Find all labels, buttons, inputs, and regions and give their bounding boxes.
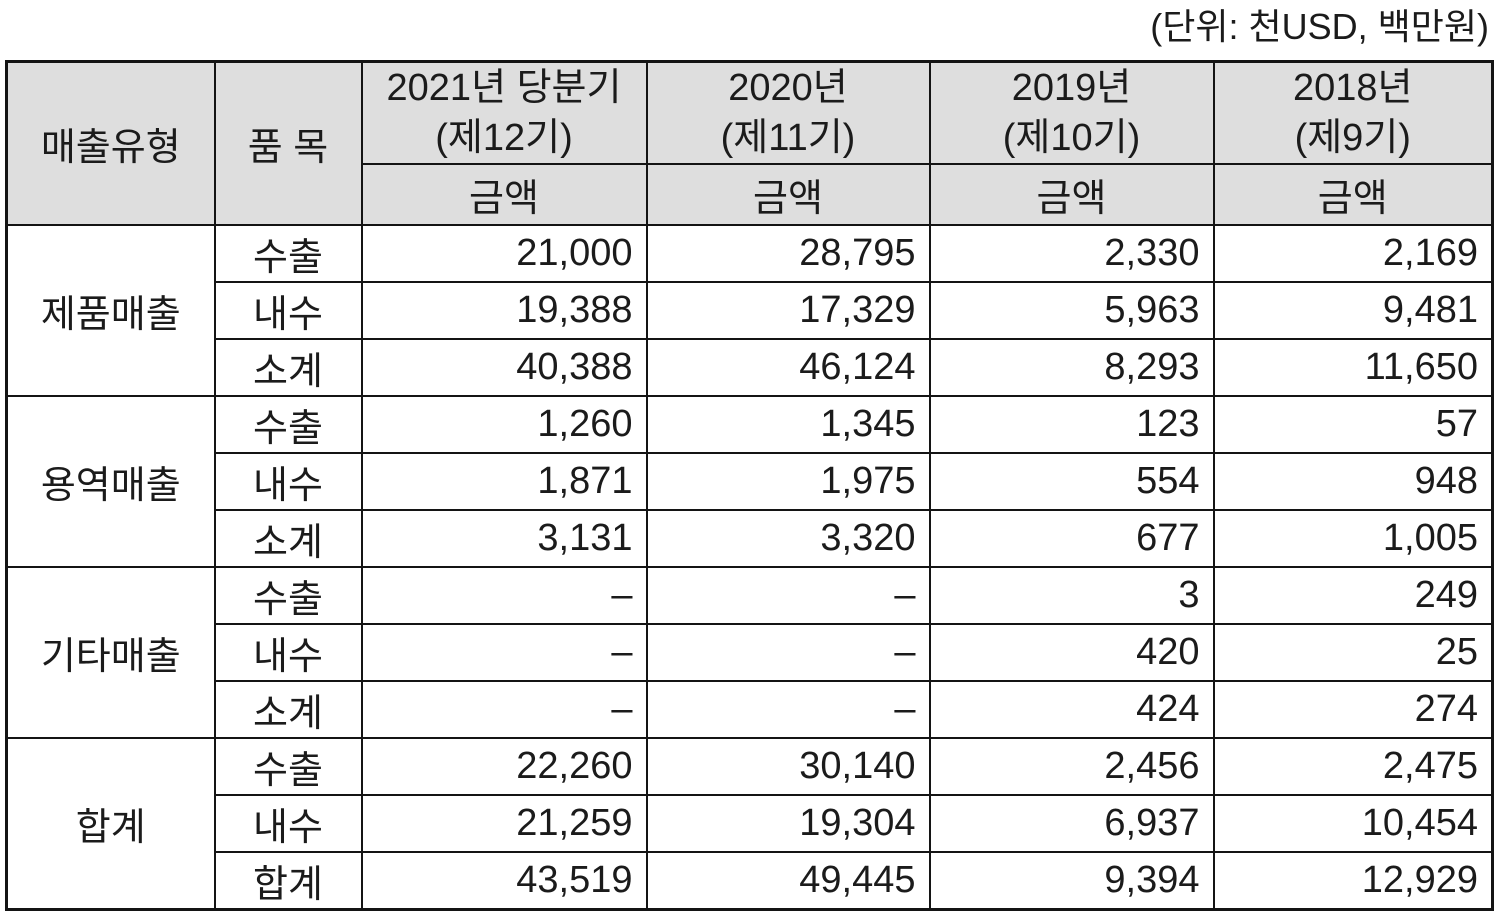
value-cell: – — [645, 623, 931, 683]
table-row: 내수 19,388 17,329 5,963 9,481 — [7, 281, 1494, 341]
value-cell: 2,330 — [928, 224, 1215, 284]
section-label-product-sales: 제품매출 — [5, 224, 216, 398]
value-cell: 10,454 — [1212, 794, 1494, 854]
item-cell: 소계 — [213, 338, 363, 398]
item-cell: 내수 — [213, 452, 363, 512]
value-cell: 19,304 — [645, 794, 931, 854]
value-cell: 21,000 — [360, 224, 648, 284]
table-row: 내수 1,871 1,975 554 948 — [7, 452, 1494, 512]
value-cell: – — [645, 566, 931, 626]
value-cell: 46,124 — [645, 338, 931, 398]
period-subtitle: (제10기) — [1002, 116, 1141, 159]
item-cell: 내수 — [213, 794, 363, 854]
value-cell: 2,169 — [1212, 224, 1494, 284]
table-body: 제품매출 수출 21,000 28,795 2,330 2,169 내수 19,… — [5, 224, 1494, 911]
header-amount-2021: 금액 — [360, 163, 648, 227]
value-cell: 25 — [1212, 623, 1494, 683]
value-cell: 17,329 — [645, 281, 931, 341]
section-label-other-sales: 기타매출 — [5, 566, 216, 740]
section-label-total: 합계 — [5, 737, 216, 911]
value-cell: 6,937 — [928, 794, 1215, 854]
period-subtitle: (제9기) — [1294, 116, 1411, 159]
value-cell: 11,650 — [1212, 338, 1494, 398]
header-amount-2019: 금액 — [928, 163, 1215, 227]
value-cell: 8,293 — [928, 338, 1215, 398]
value-cell: 19,388 — [360, 281, 648, 341]
table-row: 내수 21,259 19,304 6,937 10,454 — [7, 794, 1494, 854]
table-row: 합계 수출 22,260 30,140 2,456 2,475 — [5, 737, 1494, 911]
value-cell: 21,259 — [360, 794, 648, 854]
value-cell: 2,456 — [928, 737, 1215, 797]
period-title: 2018년 — [1293, 66, 1413, 109]
value-cell: 40,388 — [360, 338, 648, 398]
table-row: 합계 43,519 49,445 9,394 12,929 — [7, 851, 1494, 911]
header-period-2020: 2020년 (제11기) — [645, 60, 931, 166]
value-cell: 420 — [928, 623, 1215, 683]
value-cell: 554 — [928, 452, 1215, 512]
table-row: 용역매출 수출 1,260 1,345 123 57 — [5, 395, 1494, 569]
value-cell: 1,005 — [1212, 509, 1494, 569]
item-cell: 수출 — [213, 566, 363, 626]
revenue-breakdown-table: 매출유형 품 목 2021년 당분기 (제12기) 2020년 (제11기) 2… — [5, 59, 1494, 912]
value-cell: 3,131 — [360, 509, 648, 569]
table-header: 매출유형 품 목 2021년 당분기 (제12기) 2020년 (제11기) 2… — [5, 60, 1494, 227]
period-title: 2020년 — [728, 66, 848, 109]
value-cell: 49,445 — [645, 851, 931, 911]
header-sales-type: 매출유형 — [5, 60, 216, 227]
unit-note: (단위: 천USD, 백만원) — [1150, 6, 1489, 47]
value-cell: 1,345 — [645, 395, 931, 455]
value-cell: 948 — [1212, 452, 1494, 512]
value-cell: – — [360, 566, 648, 626]
item-cell: 수출 — [213, 224, 363, 284]
item-cell: 내수 — [213, 281, 363, 341]
period-subtitle: (제12기) — [435, 116, 573, 159]
value-cell: 123 — [928, 395, 1215, 455]
value-cell: 274 — [1212, 680, 1494, 740]
header-period-2019: 2019년 (제10기) — [928, 60, 1215, 166]
value-cell: – — [645, 680, 931, 740]
item-cell: 수출 — [213, 395, 363, 455]
period-subtitle: (제11기) — [720, 116, 856, 159]
table-row: 소계 40,388 46,124 8,293 11,650 — [7, 338, 1494, 398]
item-cell: 내수 — [213, 623, 363, 683]
period-title: 2019년 — [1011, 66, 1132, 109]
value-cell: 5,963 — [928, 281, 1215, 341]
value-cell: 12,929 — [1212, 851, 1494, 911]
value-cell: 1,260 — [360, 395, 648, 455]
value-cell: 1,871 — [360, 452, 648, 512]
section-label-service-sales: 용역매출 — [5, 395, 216, 569]
value-cell: 3 — [928, 566, 1215, 626]
value-cell: 249 — [1212, 566, 1494, 626]
item-cell: 소계 — [213, 509, 363, 569]
header-period-2018: 2018년 (제9기) — [1212, 60, 1494, 166]
value-cell: 57 — [1212, 395, 1494, 455]
item-cell: 소계 — [213, 680, 363, 740]
item-cell: 수출 — [213, 737, 363, 797]
header-amount-2020: 금액 — [645, 163, 931, 227]
value-cell: 3,320 — [645, 509, 931, 569]
value-cell: 677 — [928, 509, 1215, 569]
value-cell: – — [360, 623, 648, 683]
header-item: 품 목 — [213, 60, 363, 227]
header-amount-2018: 금액 — [1212, 163, 1494, 227]
header-period-2021: 2021년 당분기 (제12기) — [360, 60, 648, 166]
table-row: 소계 3,131 3,320 677 1,005 — [7, 509, 1494, 569]
value-cell: 43,519 — [360, 851, 648, 911]
value-cell: 1,975 — [645, 452, 931, 512]
value-cell: 28,795 — [645, 224, 931, 284]
table-row: 제품매출 수출 21,000 28,795 2,330 2,169 — [5, 224, 1494, 398]
table-row: 내수 – – 420 25 — [7, 623, 1494, 683]
value-cell: 30,140 — [645, 737, 931, 797]
value-cell: 22,260 — [360, 737, 648, 797]
value-cell: – — [360, 680, 648, 740]
table-row: 소계 – – 424 274 — [7, 680, 1494, 740]
value-cell: 9,394 — [928, 851, 1215, 911]
item-cell: 합계 — [213, 851, 363, 911]
value-cell: 424 — [928, 680, 1215, 740]
period-title: 2021년 당분기 — [386, 66, 622, 109]
value-cell: 2,475 — [1212, 737, 1494, 797]
value-cell: 9,481 — [1212, 281, 1494, 341]
table-row: 기타매출 수출 – – 3 249 — [5, 566, 1494, 740]
